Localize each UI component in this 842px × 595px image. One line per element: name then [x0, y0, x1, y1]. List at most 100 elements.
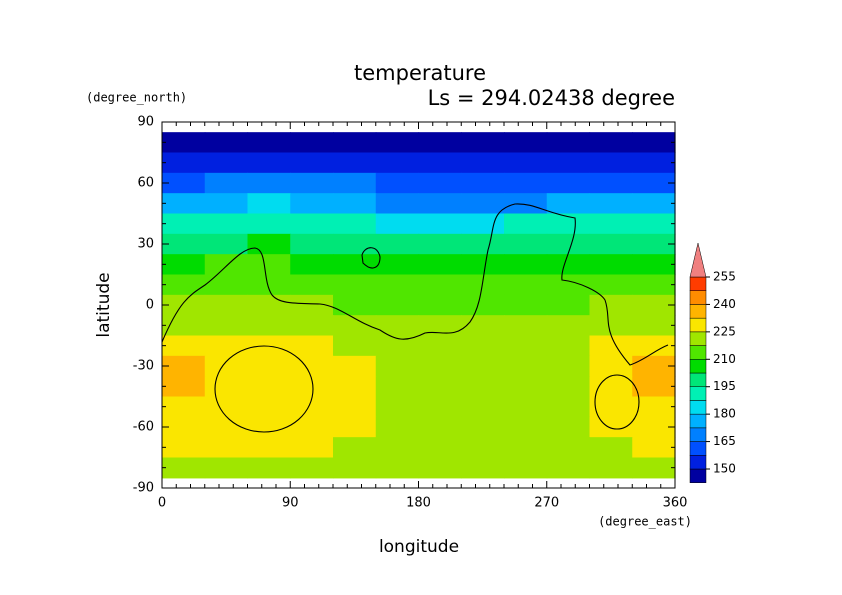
- colorbar-box: [689, 441, 707, 456]
- field-cell: [247, 152, 291, 174]
- colorbar-label: 195: [713, 379, 736, 393]
- field-cell: [162, 274, 206, 296]
- field-cell: [546, 396, 591, 418]
- field-cell: [418, 396, 462, 418]
- field-cell: [162, 254, 206, 276]
- field-cell: [504, 335, 548, 357]
- field-cell: [589, 335, 633, 357]
- chart-title: temperature: [354, 61, 486, 85]
- field-cell: [546, 172, 591, 194]
- colorbar: 150 165 180 195 210 225 240 255: [689, 242, 736, 483]
- colorbar-label: 150: [713, 462, 736, 476]
- colorbar-box: [689, 331, 707, 346]
- field-cell: [247, 172, 291, 194]
- colorbar-label: 210: [713, 352, 736, 366]
- field-cell: [204, 274, 249, 296]
- colorbar-box: [689, 455, 707, 470]
- x-unit: (degree_east): [598, 515, 692, 529]
- field-cell: [418, 355, 462, 377]
- field-cell: [247, 254, 291, 276]
- field-cell: [632, 254, 676, 276]
- field-cell: [375, 213, 420, 235]
- field-cell: [204, 193, 249, 215]
- field-cell: [333, 254, 377, 276]
- field-cell: [546, 213, 591, 235]
- field-cell: [504, 376, 548, 398]
- colorbar-label: 225: [713, 324, 736, 338]
- field-cell: [162, 376, 206, 398]
- field-cell: [290, 193, 334, 215]
- field-cell: [589, 315, 633, 337]
- field-cell: [546, 233, 591, 255]
- field-cell: [504, 213, 548, 235]
- field-cell: [247, 193, 291, 215]
- field-cell: [418, 274, 462, 296]
- field-cell: [461, 315, 505, 337]
- field-cell: [632, 457, 676, 479]
- colorbar-box: [689, 372, 707, 387]
- field-cell: [589, 376, 633, 398]
- field-cell: [375, 355, 420, 377]
- field-cell: [461, 355, 505, 377]
- field-cell: [504, 132, 548, 154]
- field-cell: [247, 457, 291, 479]
- field-cell: [375, 315, 420, 337]
- field-cell: [333, 437, 377, 459]
- field-cell: [546, 294, 591, 316]
- field-cell: [461, 396, 505, 418]
- field-cell: [204, 355, 249, 377]
- field-cell: [632, 437, 676, 459]
- colorbar-box: [689, 359, 707, 374]
- field-cell: [204, 172, 249, 194]
- field-cell: [375, 132, 420, 154]
- field-cell: [204, 376, 249, 398]
- field-cell: [247, 355, 291, 377]
- field-cell: [290, 416, 334, 438]
- field-cell: [290, 355, 334, 377]
- field-cell: [546, 335, 591, 357]
- field-cell: [204, 416, 249, 438]
- field-cell: [162, 355, 206, 377]
- field-cell: [546, 254, 591, 276]
- colorbar-arrow: [689, 242, 707, 278]
- field-cell: [247, 274, 291, 296]
- field-cell: [546, 355, 591, 377]
- field-cell: [461, 274, 505, 296]
- y-unit: (degree_north): [86, 91, 187, 105]
- field-cell: [589, 132, 633, 154]
- field-cell: [589, 254, 633, 276]
- field-cell: [504, 193, 548, 215]
- colorbar-label: 255: [713, 270, 736, 284]
- field-cell: [290, 274, 334, 296]
- field-cell: [418, 416, 462, 438]
- field-cell: [632, 416, 676, 438]
- field-cell: [546, 152, 591, 174]
- contour-line: [594, 374, 640, 430]
- y-axis-label: latitude: [94, 272, 114, 337]
- field-cell: [162, 213, 206, 235]
- field-cell: [290, 213, 334, 235]
- colorbar-box: [689, 468, 707, 483]
- field-cell: [632, 132, 676, 154]
- field-cell: [504, 274, 548, 296]
- field-cell: [461, 254, 505, 276]
- field-cell: [504, 416, 548, 438]
- field-cell: [247, 376, 291, 398]
- field-cell: [375, 416, 420, 438]
- field-cell: [504, 152, 548, 174]
- field-cell: [204, 335, 249, 357]
- field-cell: [375, 335, 420, 357]
- field-cell: [418, 335, 462, 357]
- colorbar-box: [689, 276, 707, 291]
- field-cell: [162, 416, 206, 438]
- colorbar-box: [689, 317, 707, 333]
- field-cell: [546, 274, 591, 296]
- field-cell: [162, 152, 206, 174]
- field-cell: [632, 274, 676, 296]
- field-cell: [632, 315, 676, 337]
- field-cell: [375, 172, 420, 194]
- field-cell: [461, 457, 505, 479]
- field-cell: [418, 315, 462, 337]
- field-cell: [247, 233, 291, 255]
- field-cell: [546, 315, 591, 337]
